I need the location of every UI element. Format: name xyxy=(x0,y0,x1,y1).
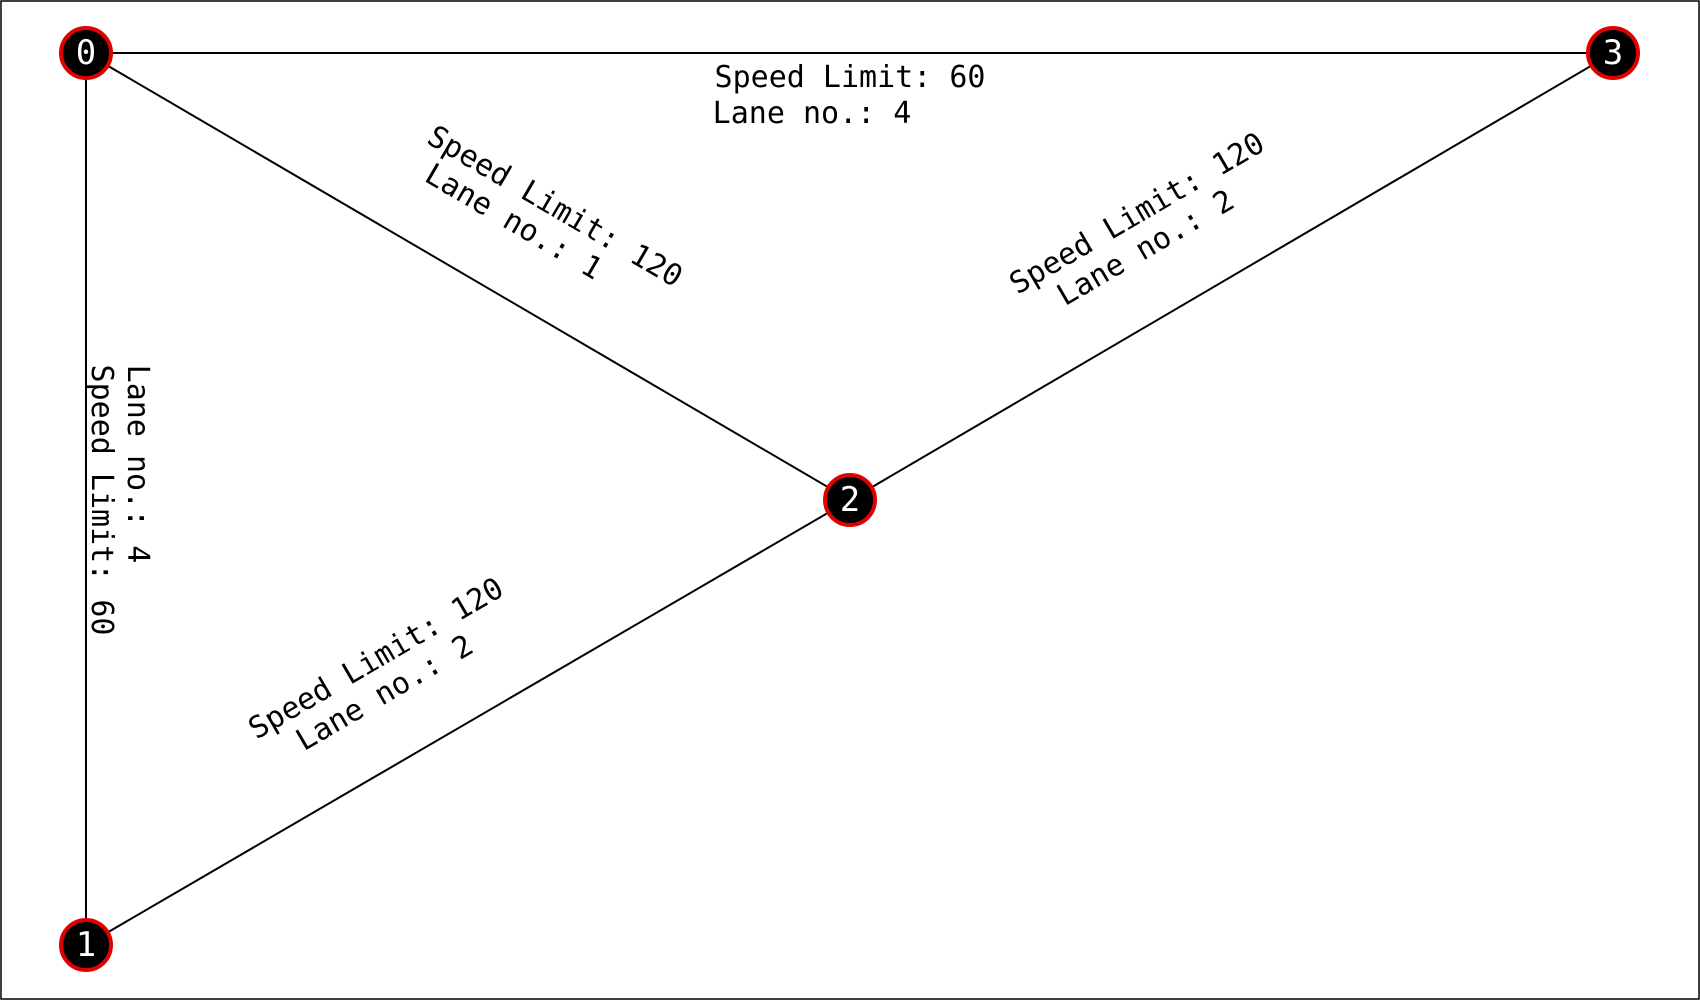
node-circle xyxy=(59,918,113,972)
node-3[interactable]: 3 xyxy=(1586,26,1640,80)
edge-0-1: Speed Limit: 60 Lane no.: 4 xyxy=(84,53,155,945)
nodes: 0 1 2 3 xyxy=(59,26,1640,972)
edge-lane-label: Lane no.: 4 xyxy=(713,96,912,131)
node-2[interactable]: 2 xyxy=(823,473,877,527)
edge-speed-label: Speed Limit: 60 xyxy=(715,60,986,95)
edge-lane-label: Lane no.: 4 xyxy=(120,365,155,564)
node-0[interactable]: 0 xyxy=(59,26,113,80)
node-label: 3 xyxy=(1603,33,1623,73)
node-circle xyxy=(59,26,113,80)
node-circle xyxy=(1586,26,1640,80)
node-1[interactable]: 1 xyxy=(59,918,113,972)
edge-line xyxy=(85,52,851,501)
node-label: 0 xyxy=(76,33,96,73)
edge-line xyxy=(85,499,851,946)
edge-speed-label: Speed Limit: 60 xyxy=(84,365,119,636)
node-label: 1 xyxy=(76,925,96,965)
node-label: 2 xyxy=(840,480,860,520)
edge-line xyxy=(849,52,1614,501)
node-circle xyxy=(823,473,877,527)
edge-0-3: Speed Limit: 60 Lane no.: 4 xyxy=(86,52,1613,131)
